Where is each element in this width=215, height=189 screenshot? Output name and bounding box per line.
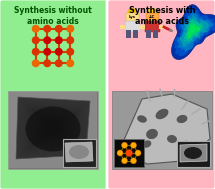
Ellipse shape	[177, 115, 187, 123]
FancyBboxPatch shape	[126, 30, 131, 38]
FancyBboxPatch shape	[107, 0, 215, 189]
Ellipse shape	[137, 115, 147, 123]
Polygon shape	[31, 109, 75, 147]
FancyBboxPatch shape	[146, 30, 151, 38]
Polygon shape	[21, 101, 85, 155]
Circle shape	[32, 59, 40, 67]
Polygon shape	[16, 97, 90, 159]
Circle shape	[121, 142, 127, 148]
Circle shape	[55, 36, 63, 44]
Circle shape	[43, 59, 51, 67]
Polygon shape	[34, 111, 72, 145]
FancyBboxPatch shape	[8, 91, 98, 169]
Polygon shape	[172, 5, 215, 60]
Polygon shape	[174, 7, 215, 56]
Polygon shape	[38, 115, 68, 141]
Ellipse shape	[69, 145, 89, 159]
Circle shape	[131, 158, 137, 164]
Circle shape	[32, 48, 40, 56]
Circle shape	[66, 59, 74, 67]
Polygon shape	[180, 15, 209, 47]
Text: Synthesis without
amino acids: Synthesis without amino acids	[14, 6, 92, 26]
Ellipse shape	[183, 141, 191, 147]
Circle shape	[43, 36, 51, 44]
Circle shape	[126, 149, 132, 156]
Ellipse shape	[26, 106, 80, 152]
FancyBboxPatch shape	[139, 25, 144, 29]
Polygon shape	[26, 105, 80, 151]
Circle shape	[55, 48, 63, 56]
Circle shape	[121, 158, 127, 164]
FancyBboxPatch shape	[140, 25, 145, 29]
FancyBboxPatch shape	[153, 30, 158, 38]
Polygon shape	[184, 19, 204, 43]
Polygon shape	[29, 107, 77, 149]
Ellipse shape	[155, 109, 169, 119]
FancyBboxPatch shape	[177, 141, 210, 167]
Polygon shape	[65, 142, 93, 162]
Polygon shape	[16, 97, 90, 159]
Polygon shape	[23, 103, 83, 153]
Circle shape	[66, 36, 74, 44]
FancyBboxPatch shape	[126, 12, 138, 22]
Circle shape	[128, 8, 136, 16]
Circle shape	[117, 150, 123, 156]
Polygon shape	[43, 119, 63, 137]
FancyBboxPatch shape	[133, 30, 138, 38]
Text: LC: LC	[149, 15, 155, 19]
Circle shape	[148, 8, 156, 16]
Ellipse shape	[167, 135, 177, 143]
FancyBboxPatch shape	[0, 0, 108, 189]
Circle shape	[43, 48, 51, 56]
FancyBboxPatch shape	[124, 20, 140, 32]
FancyBboxPatch shape	[9, 92, 97, 168]
Polygon shape	[36, 113, 70, 143]
Polygon shape	[18, 99, 88, 157]
Ellipse shape	[184, 147, 202, 159]
FancyBboxPatch shape	[159, 25, 164, 29]
FancyBboxPatch shape	[144, 20, 160, 32]
Polygon shape	[180, 144, 207, 162]
Ellipse shape	[143, 140, 151, 148]
Text: Synthesis with
amino acids: Synthesis with amino acids	[129, 6, 195, 26]
FancyBboxPatch shape	[114, 139, 144, 167]
Polygon shape	[177, 11, 214, 51]
Text: Lys: Lys	[129, 15, 135, 19]
FancyBboxPatch shape	[146, 12, 158, 22]
Ellipse shape	[146, 129, 158, 139]
FancyBboxPatch shape	[120, 25, 125, 29]
Circle shape	[55, 25, 63, 33]
Circle shape	[55, 59, 63, 67]
Circle shape	[32, 36, 40, 44]
Circle shape	[66, 48, 74, 56]
Polygon shape	[120, 94, 210, 164]
Circle shape	[32, 25, 40, 33]
Polygon shape	[186, 22, 201, 38]
Circle shape	[135, 150, 141, 156]
Circle shape	[43, 25, 51, 33]
Circle shape	[131, 142, 137, 148]
Circle shape	[66, 25, 74, 33]
FancyBboxPatch shape	[63, 139, 96, 167]
Polygon shape	[41, 117, 65, 139]
FancyBboxPatch shape	[112, 91, 212, 169]
